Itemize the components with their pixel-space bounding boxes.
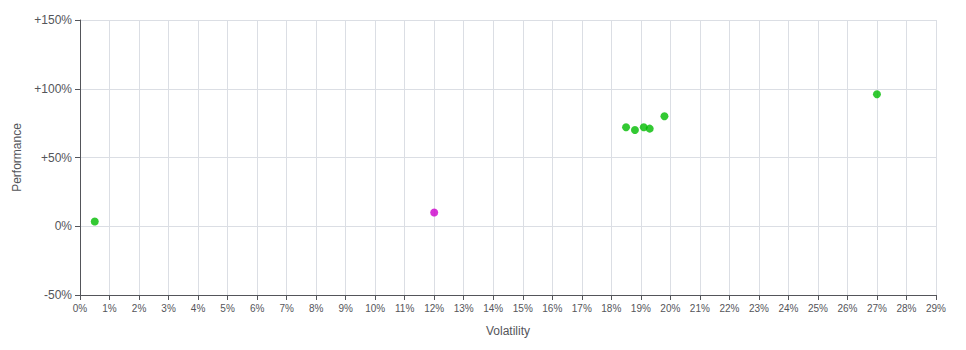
svg-text:10%: 10% (365, 303, 385, 314)
svg-text:+150%: +150% (34, 13, 72, 27)
svg-text:25%: 25% (808, 303, 828, 314)
svg-text:21%: 21% (690, 303, 710, 314)
svg-text:29%: 29% (926, 303, 946, 314)
svg-text:Performance: Performance (10, 123, 24, 192)
svg-text:20%: 20% (660, 303, 680, 314)
svg-text:3%: 3% (161, 303, 176, 314)
svg-text:16%: 16% (542, 303, 562, 314)
svg-text:17%: 17% (572, 303, 592, 314)
svg-text:0%: 0% (73, 303, 88, 314)
svg-text:26%: 26% (837, 303, 857, 314)
svg-text:24%: 24% (778, 303, 798, 314)
svg-text:+100%: +100% (34, 82, 72, 96)
svg-text:1%: 1% (102, 303, 117, 314)
svg-text:2%: 2% (132, 303, 147, 314)
svg-text:12%: 12% (424, 303, 444, 314)
svg-text:6%: 6% (250, 303, 265, 314)
svg-text:7%: 7% (279, 303, 294, 314)
svg-text:9%: 9% (338, 303, 353, 314)
svg-text:-50%: -50% (44, 288, 72, 302)
svg-text:15%: 15% (513, 303, 533, 314)
svg-text:27%: 27% (867, 303, 887, 314)
svg-text:23%: 23% (749, 303, 769, 314)
svg-text:+50%: +50% (41, 151, 72, 165)
svg-text:8%: 8% (309, 303, 324, 314)
svg-text:Volatility: Volatility (486, 324, 530, 338)
svg-text:4%: 4% (191, 303, 206, 314)
svg-text:22%: 22% (719, 303, 739, 314)
svg-text:18%: 18% (601, 303, 621, 314)
svg-text:11%: 11% (395, 303, 414, 314)
svg-text:13%: 13% (454, 303, 474, 314)
svg-text:28%: 28% (896, 303, 916, 314)
svg-text:14%: 14% (483, 303, 503, 314)
svg-text:19%: 19% (631, 303, 651, 314)
svg-text:5%: 5% (220, 303, 235, 314)
svg-text:0%: 0% (55, 219, 73, 233)
